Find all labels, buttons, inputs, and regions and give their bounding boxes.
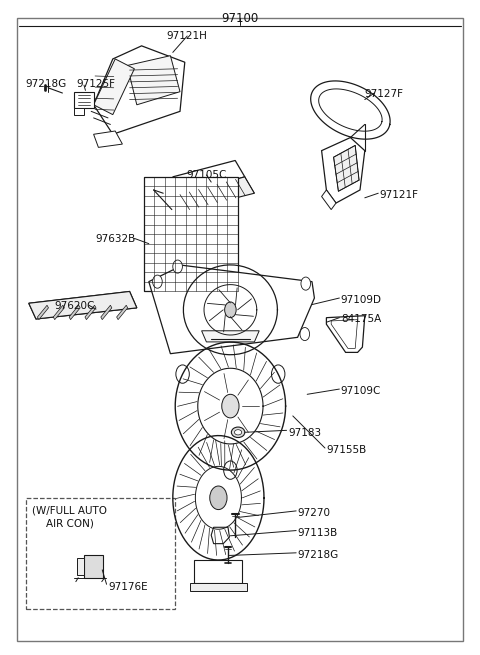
Text: 97113B: 97113B [298,528,338,538]
Polygon shape [101,305,112,320]
Text: 97109D: 97109D [341,295,382,305]
Text: 97218G: 97218G [25,79,66,88]
Polygon shape [322,190,336,210]
Text: (W/FULL AUTO: (W/FULL AUTO [32,506,107,516]
Circle shape [225,302,236,318]
Polygon shape [190,583,247,591]
Text: 97176E: 97176E [108,582,148,591]
FancyBboxPatch shape [26,498,175,609]
Text: 97100: 97100 [221,12,259,25]
Bar [144,177,238,291]
Text: 97127F: 97127F [364,89,404,99]
Polygon shape [173,160,245,195]
Text: 97121H: 97121H [167,31,208,41]
Polygon shape [180,177,254,210]
Ellipse shape [234,430,241,435]
Polygon shape [94,59,134,115]
Text: 97632B: 97632B [95,234,135,244]
Polygon shape [94,131,122,147]
Ellipse shape [231,427,245,438]
Circle shape [224,461,237,479]
Polygon shape [202,331,259,342]
Circle shape [210,486,227,510]
Text: 97155B: 97155B [326,445,367,455]
Polygon shape [74,92,94,108]
Text: 84175A: 84175A [341,314,381,324]
Text: 97620C: 97620C [54,301,95,311]
Text: 97105C: 97105C [186,170,227,180]
Polygon shape [77,558,84,575]
Polygon shape [149,265,314,354]
Polygon shape [326,316,365,352]
Circle shape [173,260,182,273]
Circle shape [301,277,311,290]
Polygon shape [322,138,365,203]
Circle shape [222,394,239,418]
Polygon shape [29,291,137,319]
Text: 97125F: 97125F [76,79,116,88]
Polygon shape [334,145,359,191]
Polygon shape [53,305,64,320]
Polygon shape [74,108,84,115]
Polygon shape [117,305,128,320]
Polygon shape [331,320,358,348]
Text: 97121F: 97121F [379,190,418,200]
Text: 97218G: 97218G [298,550,339,560]
Circle shape [300,328,310,341]
Circle shape [176,365,189,383]
Polygon shape [84,555,103,578]
Text: 97109C: 97109C [341,386,381,396]
Text: AIR CON): AIR CON) [46,519,94,529]
Polygon shape [127,56,180,105]
Polygon shape [69,305,80,320]
Text: 97183: 97183 [288,428,321,438]
Circle shape [153,275,162,288]
Polygon shape [29,291,137,319]
Polygon shape [194,560,242,583]
Circle shape [272,365,285,383]
Polygon shape [211,527,229,544]
Polygon shape [85,305,96,320]
Text: 97270: 97270 [298,508,331,518]
FancyBboxPatch shape [17,18,463,641]
Polygon shape [163,193,190,210]
Polygon shape [37,305,48,320]
Polygon shape [94,46,185,134]
